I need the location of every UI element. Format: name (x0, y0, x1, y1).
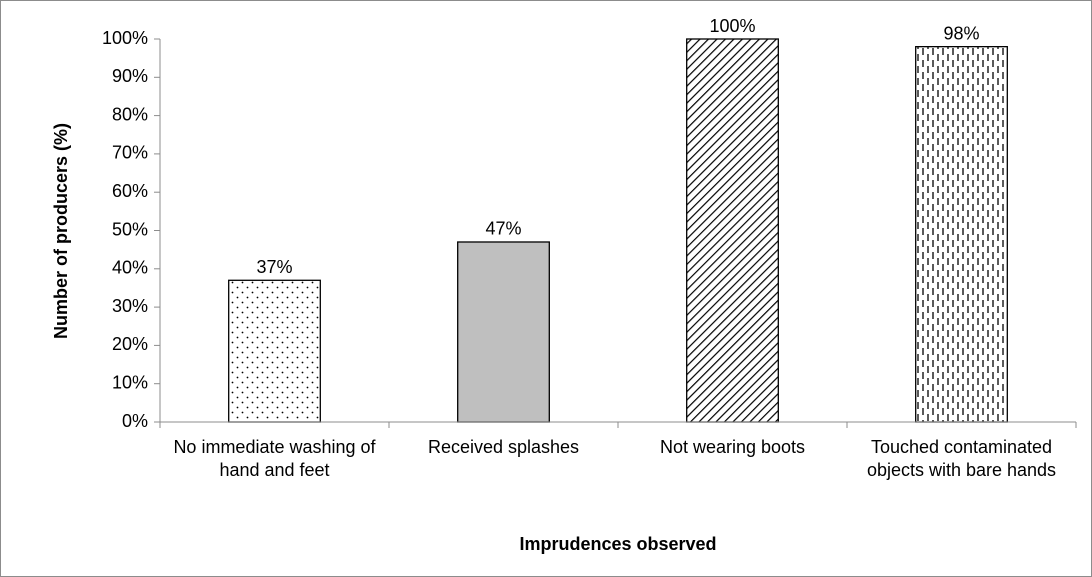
y-tick-label: 100% (102, 28, 148, 48)
y-tick-label: 20% (112, 334, 148, 354)
x-tick-label: No immediate washing of hand and feet (173, 437, 376, 480)
value-label: 98% (943, 23, 979, 43)
x-tick-label: Not wearing boots (659, 437, 806, 457)
value-label: 100% (709, 16, 755, 36)
y-tick-label: 50% (112, 219, 148, 239)
x-axis-title: Imprudences observed (519, 534, 716, 554)
bar (686, 38, 779, 423)
y-tick-label: 40% (112, 258, 148, 278)
value-label: 47% (485, 219, 521, 239)
y-tick-label: 60% (112, 181, 148, 201)
x-tick-label: Touched contaminated objects with bare h… (866, 437, 1057, 480)
bar (915, 46, 1008, 423)
y-tick-label: 70% (112, 143, 148, 163)
y-tick-label: 10% (112, 372, 148, 392)
y-tick-label: 90% (112, 66, 148, 86)
y-axis-title: Number of producers (%) (51, 123, 71, 339)
y-tick-label: 30% (112, 296, 148, 316)
value-label: 37% (256, 257, 292, 277)
x-tick-label: Received splashes (427, 437, 580, 457)
bar (457, 241, 550, 423)
y-tick-label: 0% (122, 411, 148, 431)
bar (228, 279, 321, 423)
y-tick-label: 80% (112, 104, 148, 124)
